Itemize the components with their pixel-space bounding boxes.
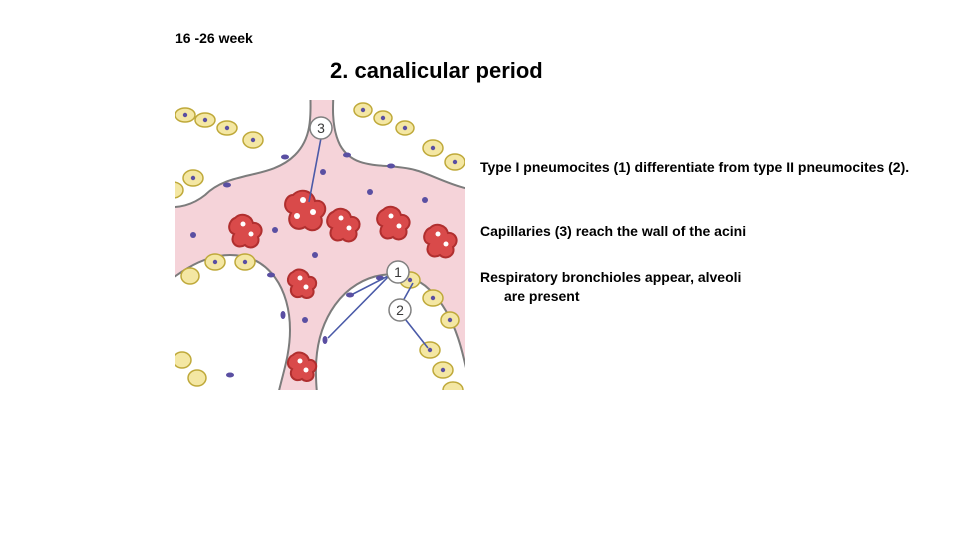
label3-text: 3: [317, 120, 325, 136]
desc-line-3b: are present: [480, 287, 920, 306]
label1-text: 1: [394, 264, 402, 280]
desc-line-3: Respiratory bronchioles appear, alveoli …: [480, 268, 920, 306]
desc-line-3a: Respiratory bronchioles appear, alveoli: [480, 269, 741, 285]
desc-line-2: Capillaries (3) reach the wall of the ac…: [480, 222, 920, 241]
label2-text: 2: [396, 302, 404, 318]
week-label: 16 -26 week: [175, 30, 253, 46]
histology-diagram: 3 1 2: [175, 100, 465, 390]
slide-title: 2. canalicular period: [330, 58, 543, 84]
desc-line-1: Type I pneumocites (1) differentiate fro…: [480, 158, 920, 177]
